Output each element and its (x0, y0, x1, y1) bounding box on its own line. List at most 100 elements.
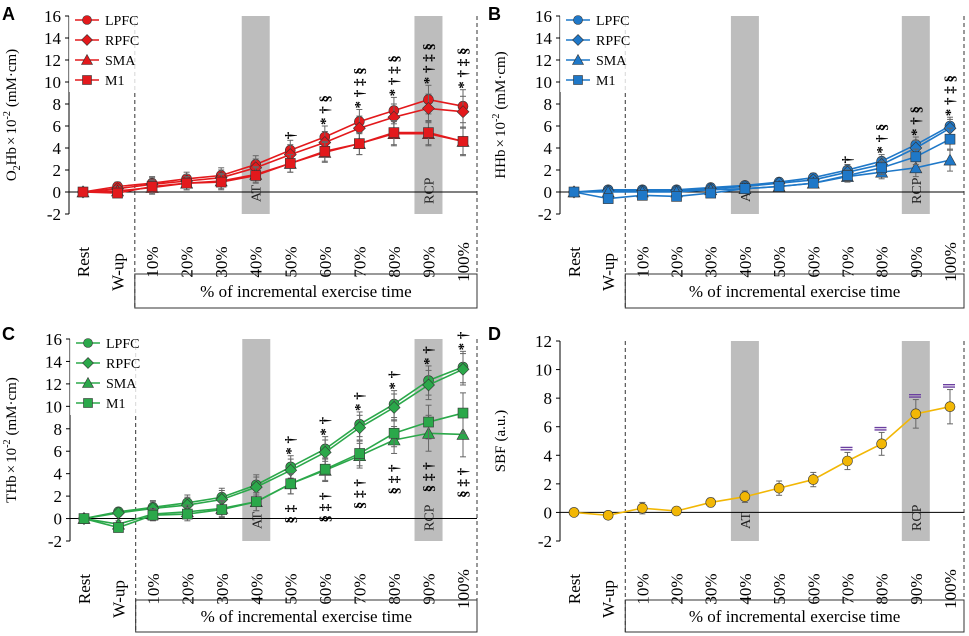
data-point (842, 455, 853, 467)
significance-annotation-below: § ‡ † (456, 467, 472, 498)
x-tick-label: 70% (351, 573, 370, 604)
legend-label: RPFC (596, 34, 630, 49)
y-tick-label: 16 (44, 7, 61, 26)
y-axis-label-part: 10 (4, 120, 20, 135)
series-line (82, 107, 464, 193)
data-point (423, 127, 434, 138)
shade-label-rcp: RCP (910, 504, 925, 531)
significance-annotation: † (283, 131, 299, 139)
data-point (910, 151, 922, 163)
data-point (181, 177, 192, 189)
x-tick-label: 20% (178, 573, 197, 604)
legend-label: M1 (105, 74, 124, 89)
series-m1 (78, 392, 469, 533)
data-point (944, 133, 956, 145)
data-point (807, 474, 819, 485)
x-tick-label: W-up (109, 253, 128, 291)
significance-annotation: ‖ (872, 426, 891, 432)
significance-annotation: * † ‡ § (421, 43, 437, 84)
x-tick-label: 90% (907, 246, 926, 277)
y-axis-label-part: 10 (493, 122, 509, 137)
data-point (422, 378, 435, 392)
shade-label-rcp: RCP (422, 177, 437, 204)
data-point (146, 181, 158, 192)
legend-label: M1 (106, 397, 125, 412)
significance-annotation: * † ‡ § (456, 47, 472, 88)
data-point (284, 158, 296, 169)
y-tick-label: 0 (544, 503, 553, 522)
data-point (319, 146, 331, 157)
series-sbf (568, 389, 956, 521)
y-tick-label: 10 (535, 73, 552, 92)
x-tick-label: Rest (74, 247, 93, 278)
data-point (637, 190, 648, 201)
data-point (81, 376, 95, 388)
significance-annotation-below: § ‡ † (387, 464, 403, 495)
legend-item-m1: M1 (566, 74, 615, 89)
series-lpfc (77, 84, 469, 198)
legend-label: LPFC (596, 14, 629, 29)
y-axis-label-part: SBF (493, 445, 509, 472)
significance-annotation: * † § (318, 95, 334, 125)
significance-annotation-below: § ‡ † (422, 462, 438, 493)
data-point (807, 177, 819, 189)
y-tick-label: 2 (53, 161, 62, 180)
significance-annotation: * † (284, 435, 300, 454)
x-tick-label: Rest (75, 574, 94, 605)
y-axis-label-part: (mM·cm) (4, 377, 20, 435)
y-tick-label: 16 (45, 330, 62, 349)
data-point (423, 416, 434, 428)
significance-annotation: * † ‡ § (943, 75, 959, 116)
y-tick-label: 4 (544, 446, 553, 465)
panel-b: ATRCP-20246810121416RestW-up10%20%30%40%… (488, 4, 965, 309)
y-axis-label: SBF (a.u.) (493, 410, 509, 472)
data-point (354, 138, 365, 149)
significance-annotation-below: § ‡ (284, 504, 300, 523)
y-axis-label-part: -2 (2, 440, 13, 448)
legend-item-rpfc: RPFC (566, 34, 630, 49)
data-point (456, 362, 470, 376)
legend-item-rpfc: RPFC (76, 357, 140, 372)
y-axis-label-part: (a.u.) (493, 410, 509, 442)
legend-item-sma: SMA (75, 53, 136, 69)
x-tick-label: 80% (385, 246, 404, 277)
x-tick-label: 30% (702, 246, 721, 277)
y-tick-label: 12 (45, 375, 62, 394)
y-tick-label: 6 (544, 117, 553, 136)
significance-annotation: ‖ (837, 446, 856, 452)
y-tick-label: 8 (544, 95, 553, 114)
data-point (602, 193, 614, 204)
data-point (456, 105, 470, 119)
data-point (319, 463, 331, 475)
y-axis-label: HHb × 10-2 (mM·cm) (491, 51, 509, 178)
series-rpfc (567, 118, 957, 199)
y-tick-label: 14 (45, 352, 63, 371)
series-line (83, 412, 464, 529)
data-point (573, 75, 583, 85)
y-tick-label: -2 (48, 532, 62, 551)
shade-label-at: AT (250, 511, 265, 529)
data-point (909, 161, 923, 174)
x-tick-label: 60% (804, 573, 823, 604)
y-axis-label-part: -2 (2, 111, 13, 119)
x-tick-label: 100% (941, 242, 960, 282)
shade-at (730, 341, 759, 541)
x-tick-label: 10% (633, 246, 652, 277)
data-point (568, 507, 580, 518)
legend-label: LPFC (105, 14, 138, 29)
legend-label: SMA (106, 377, 137, 392)
significance-annotation: ‖ (940, 383, 959, 389)
legend-label: LPFC (106, 337, 139, 352)
x-tick-label: 30% (702, 573, 721, 604)
legend-item-sma: SMA (566, 53, 627, 69)
y-axis-label-part: × (4, 137, 20, 145)
y-axis-label: O2Hb × 10-2 (mM·cm) (2, 49, 23, 181)
data-point (147, 509, 159, 521)
y-tick-label: 8 (54, 420, 63, 439)
legend-item-lpfc: LPFC (76, 337, 139, 352)
y-tick-label: -2 (538, 205, 552, 224)
x-group-box (134, 273, 478, 309)
data-point (457, 136, 469, 147)
x-tick-label: 70% (838, 246, 857, 277)
y-tick-label: 4 (544, 139, 553, 158)
